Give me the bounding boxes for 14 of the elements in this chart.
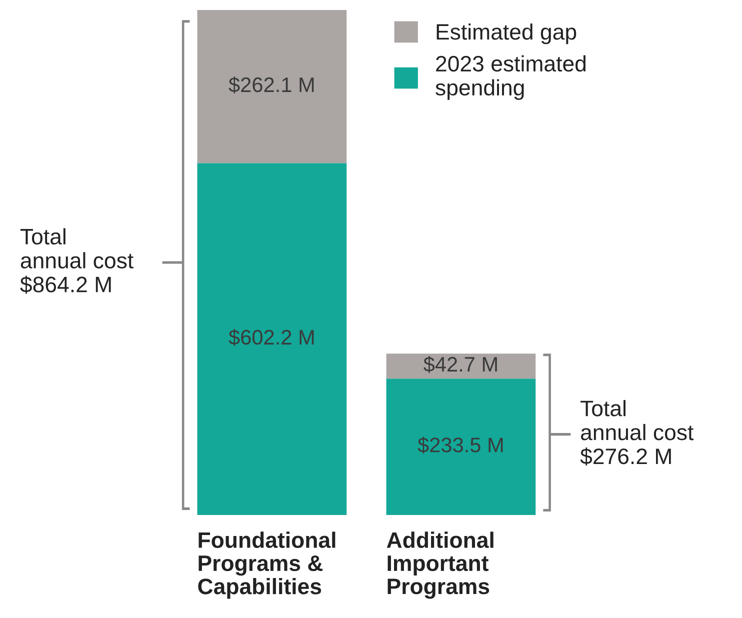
data-label: $42.7 M — [424, 356, 497, 373]
total-label: Total annual cost $276.2 M — [580, 400, 694, 466]
total-label: Total annual cost $864.2 M — [20, 228, 134, 294]
legend-label: 2023 estimated spending — [436, 55, 586, 100]
bar — [386, 378, 536, 515]
bar — [197, 10, 347, 164]
bar — [197, 163, 347, 515]
data-label: $262.1 M — [228, 76, 314, 94]
x-tick-label: Additional Important Programs — [386, 532, 494, 599]
data-label: $233.5 M — [418, 436, 503, 454]
bar — [386, 354, 536, 379]
legend-label: Estimated gap — [436, 23, 576, 44]
data-label: $602.2 M — [228, 329, 314, 346]
x-tick-label: Foundational Programs & Capabilities — [198, 532, 336, 599]
